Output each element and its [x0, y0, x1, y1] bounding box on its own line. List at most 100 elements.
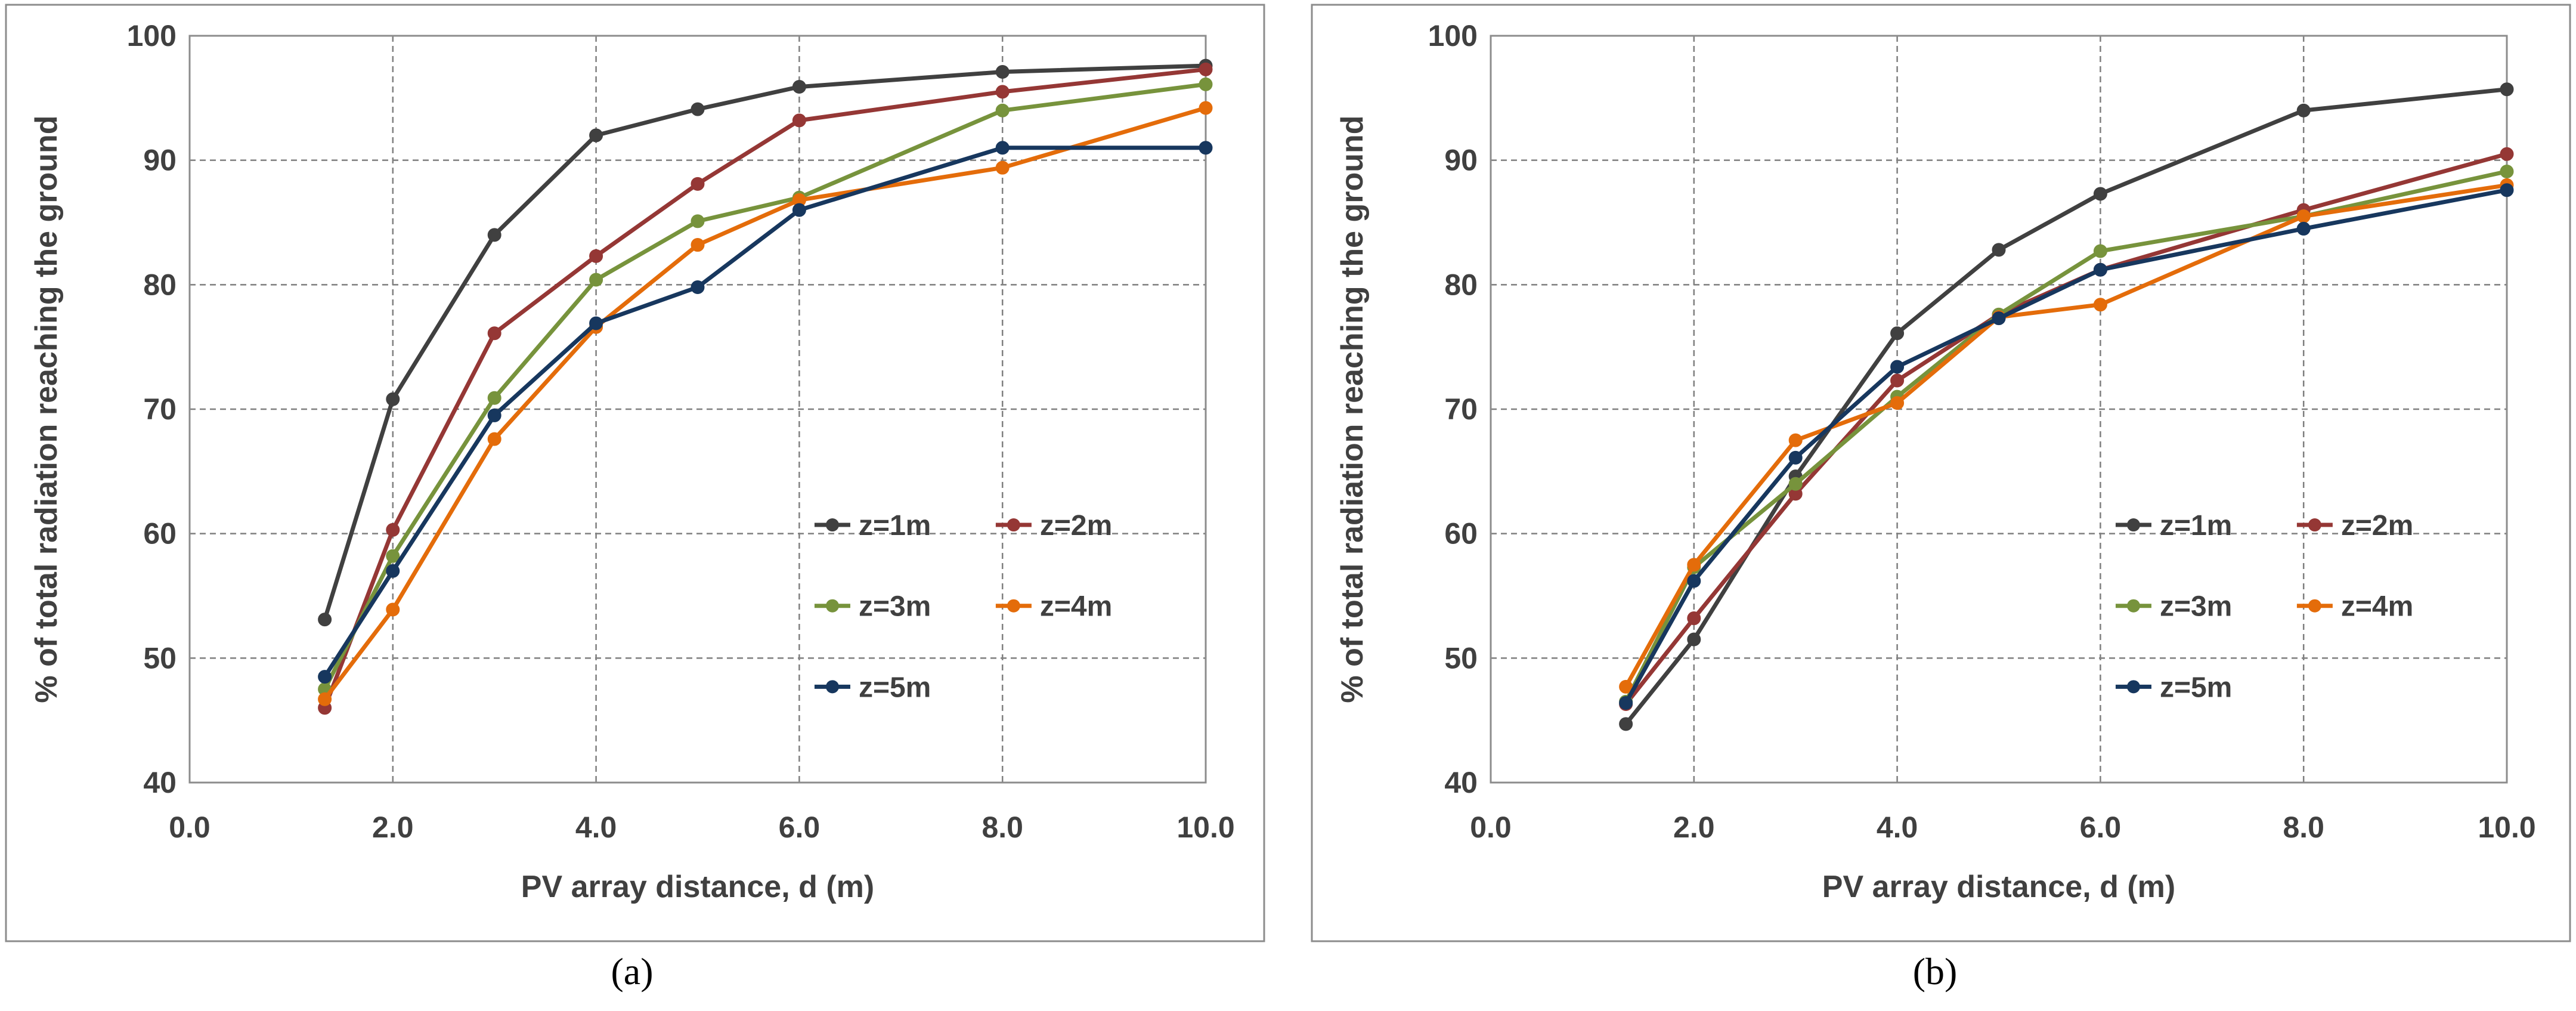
x-tick-label: 6.0 [779, 811, 821, 844]
data-point-z=1m [318, 613, 332, 627]
data-point-z=5m [1199, 141, 1213, 155]
y-tick-label: 60 [143, 517, 177, 551]
legend-label-z=3m: z=3m [2160, 591, 2232, 623]
series-line-z=3m [323, 82, 1208, 691]
data-point-z=2m [487, 326, 501, 341]
data-point-z=3m [2093, 244, 2107, 258]
legend-marker-z=1m [2126, 518, 2140, 532]
legend-marker-z=3m [2126, 599, 2140, 613]
legend-marker-z=2m [1007, 518, 1020, 532]
y-tick-label: 40 [1444, 766, 1478, 799]
x-tick-label: 2.0 [1673, 811, 1715, 844]
x-tick-label: 4.0 [575, 811, 617, 844]
data-point-z=2m [2500, 147, 2514, 161]
legend-label-z=4m: z=4m [1040, 591, 1112, 623]
series-line-z=4m [1624, 183, 2509, 689]
data-point-z=1m [1687, 632, 1701, 647]
data-point-z=5m [1687, 574, 1701, 588]
series-line-z=1m [1624, 87, 2509, 726]
x-tick-label: 10.0 [1176, 811, 1234, 844]
legend-marker-z=4m [2308, 599, 2321, 613]
y-tick-label: 80 [143, 268, 177, 301]
legend-label-z=3m: z=3m [859, 591, 931, 623]
data-point-z=2m [995, 85, 1010, 99]
x-tick-label: 0.0 [1470, 811, 1512, 844]
chart-panel-b: 40 50 60 70 80 90 100 0.0 2.0 4.0 6.0 8.0 10.0 PV arr… [1311, 4, 2571, 993]
data-point-z=4m [386, 602, 400, 617]
series-line-z=4m [323, 106, 1208, 701]
data-point-z=2m [1199, 62, 1213, 76]
legend-label-z=5m: z=5m [2160, 672, 2232, 703]
series-line-z=5m [1624, 188, 2509, 705]
x-tick-label: 10.0 [2478, 811, 2535, 844]
legend-label-z=1m: z=1m [2160, 510, 2232, 542]
y-tick-label: 50 [143, 641, 177, 675]
data-point-z=3m [995, 103, 1010, 118]
legend-label-z=2m: z=2m [1040, 510, 1112, 542]
data-point-z=5m [318, 670, 332, 684]
data-point-z=1m [1619, 717, 1633, 731]
data-point-z=3m [691, 214, 705, 228]
x-tick-label: 0.0 [169, 811, 210, 844]
data-point-z=4m [2093, 298, 2107, 312]
chart-frame [1311, 4, 2571, 942]
x-tick-label: 6.0 [2080, 811, 2122, 844]
plot-area [188, 35, 1207, 784]
y-tick-label: 70 [1444, 392, 1478, 426]
legend-marker-z=1m [825, 518, 839, 532]
data-point-z=5m [2500, 183, 2514, 197]
y-tick-label: 90 [1444, 144, 1478, 177]
legend-label-z=4m: z=4m [2341, 591, 2413, 623]
legend-marker-z=5m [825, 680, 839, 694]
data-point-z=4m [1788, 433, 1803, 447]
legend-label-z=1m: z=1m [859, 510, 931, 542]
y-tick-label: 100 [1428, 19, 1478, 52]
series-line-z=5m [323, 146, 1208, 679]
data-point-z=2m [691, 177, 705, 191]
data-point-z=2m [1890, 373, 1905, 388]
y-axis-title: % of total radiation reaching the ground [1335, 115, 1370, 703]
data-point-z=4m [691, 238, 705, 252]
data-point-z=4m [1199, 101, 1213, 115]
data-point-z=5m [2296, 221, 2311, 236]
legend-marker-z=3m [825, 599, 839, 613]
data-point-z=4m [1890, 396, 1905, 410]
series-line-z=3m [1624, 169, 2509, 704]
panel-label: (a) [611, 950, 653, 993]
data-point-z=1m [1890, 326, 1905, 341]
data-point-z=2m [1687, 611, 1701, 626]
y-tick-label: 50 [1444, 641, 1478, 675]
y-axis-title: % of total radiation reaching the ground [29, 115, 64, 703]
data-point-z=5m [691, 280, 705, 295]
y-tick-label: 80 [1444, 268, 1478, 301]
data-point-z=5m [1788, 450, 1803, 465]
data-point-z=1m [1992, 243, 2006, 257]
data-point-z=4m [2296, 209, 2311, 224]
data-point-z=2m [589, 249, 603, 263]
data-point-z=1m [386, 392, 400, 406]
data-point-z=3m [1199, 77, 1213, 91]
data-point-z=4m [1619, 679, 1633, 694]
data-point-z=1m [2500, 82, 2514, 97]
data-point-z=1m [589, 128, 603, 143]
data-point-z=1m [691, 102, 705, 116]
legend-label-z=5m: z=5m [859, 672, 931, 703]
y-tick-label: 100 [127, 19, 177, 52]
data-point-z=5m [1992, 311, 2006, 326]
data-point-z=4m [487, 432, 501, 446]
y-tick-label: 60 [1444, 517, 1478, 551]
data-point-z=3m [487, 391, 501, 405]
data-point-z=3m [386, 549, 400, 563]
chart-panel-a: 40 50 60 70 80 90 100 0.0 2.0 4.0 6.0 8.0 10.0 PV arr… [5, 4, 1265, 993]
x-tick-label: 8.0 [982, 811, 1023, 844]
x-tick-label: 4.0 [1877, 811, 1918, 844]
x-axis-title: PV array distance, d (m) [521, 870, 874, 904]
data-point-z=5m [995, 141, 1010, 155]
data-point-z=3m [2500, 164, 2514, 178]
data-point-z=5m [1619, 695, 1633, 710]
x-tick-label: 2.0 [372, 811, 414, 844]
y-tick-label: 90 [143, 144, 177, 177]
plot-area [1490, 35, 2508, 784]
data-point-z=4m [1687, 558, 1701, 572]
data-point-z=5m [386, 564, 400, 578]
